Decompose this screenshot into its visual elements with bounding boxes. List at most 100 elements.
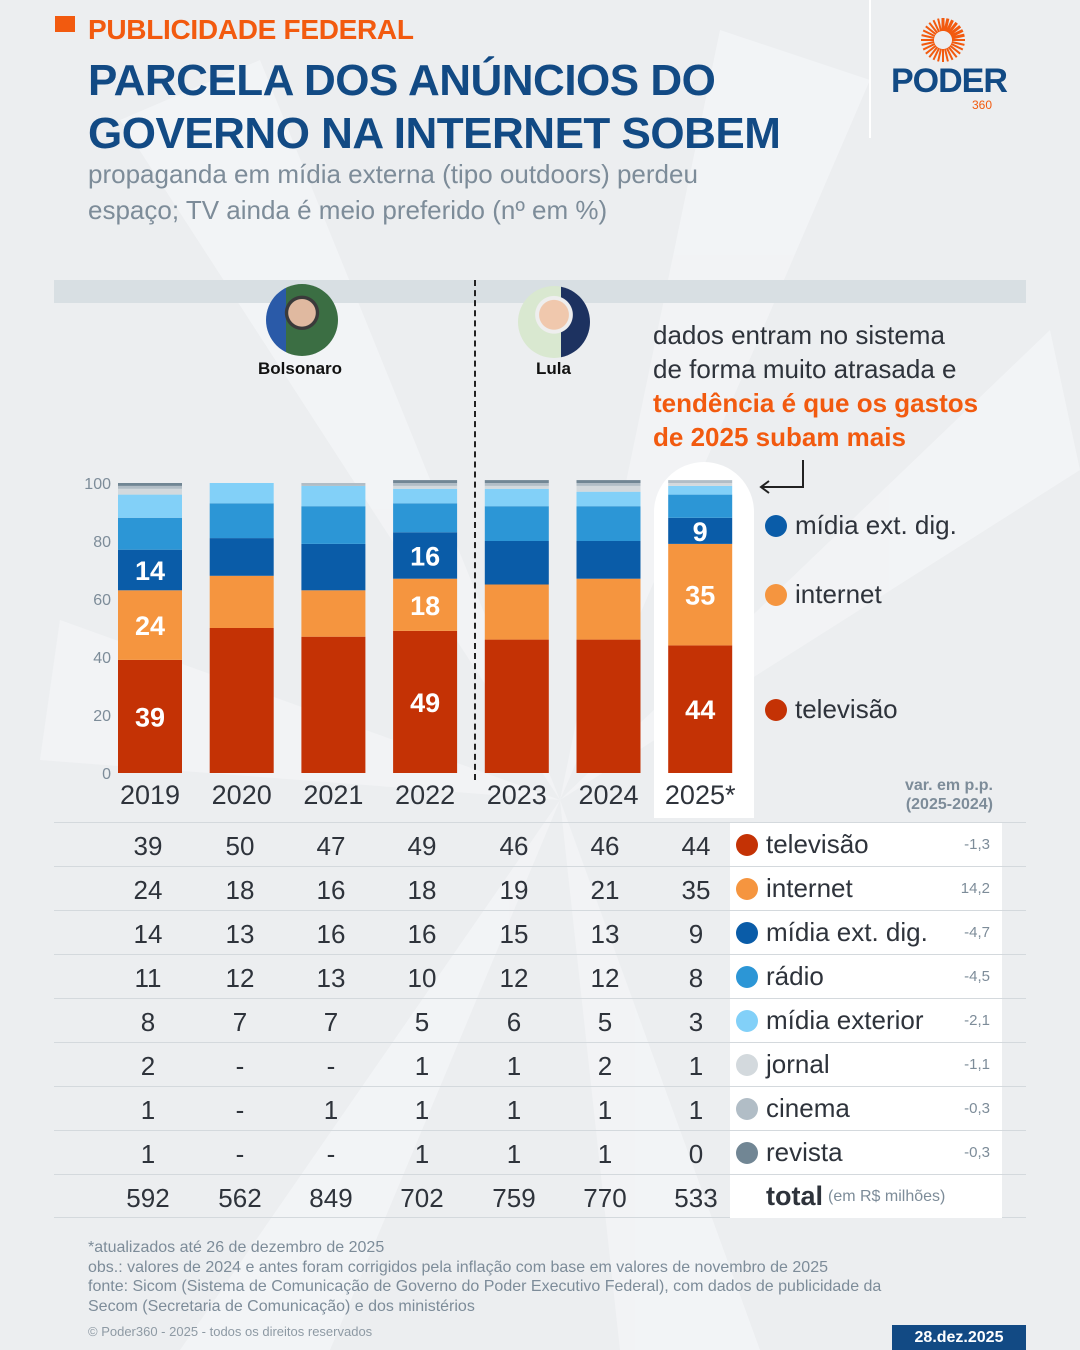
row-label-cell: rádio -4,5 bbox=[730, 955, 1002, 998]
footnote-obs: obs.: valores de 2024 e antes foram corr… bbox=[88, 1258, 828, 1276]
row-label-cell: internet 14,2 bbox=[730, 867, 1002, 910]
table-cell: 1 bbox=[597, 1095, 613, 1125]
row-variation: 14,2 bbox=[960, 880, 990, 897]
table-cell: 10 bbox=[407, 963, 437, 993]
y-tick-label: 20 bbox=[93, 708, 111, 725]
bar-segment-internet bbox=[301, 590, 366, 637]
table-cell: 46 bbox=[590, 831, 620, 861]
row-variation: -1,1 bbox=[964, 1056, 990, 1073]
table-cell: 12 bbox=[499, 963, 529, 993]
bar-segment-revista bbox=[393, 480, 458, 483]
row-label-cell: mídia exterior -2,1 bbox=[730, 999, 1002, 1042]
era-divider bbox=[474, 280, 476, 780]
logo-ray bbox=[922, 43, 936, 51]
table-cell: 3 bbox=[688, 1007, 704, 1037]
logo-number: 360 bbox=[972, 98, 993, 112]
row-label: internet bbox=[766, 873, 853, 903]
legend-dot bbox=[736, 877, 758, 900]
row-label: cinema bbox=[766, 1093, 850, 1123]
legend-item-midia-ext-dig: mídia ext. dig. bbox=[765, 510, 957, 541]
table-cell: 12 bbox=[590, 963, 620, 993]
kicker-marker bbox=[55, 16, 75, 32]
total-cell: 592 bbox=[126, 1183, 170, 1213]
logo-ray bbox=[943, 18, 950, 32]
bar-segment-m-dia-ext-dig- bbox=[393, 532, 458, 579]
total-label: total bbox=[766, 1181, 823, 1211]
bar-segment-cinema bbox=[484, 483, 549, 486]
row-variation: -4,7 bbox=[964, 924, 990, 941]
logo-ray bbox=[946, 47, 954, 61]
bar-segment-m-dia-exterior bbox=[576, 491, 641, 507]
table-cell: 1 bbox=[506, 1051, 522, 1081]
president-name-bolsonaro: Bolsonaro bbox=[258, 359, 343, 378]
total-cell: 759 bbox=[492, 1183, 536, 1213]
bar-segment-r-dio bbox=[393, 503, 458, 533]
y-tick-label: 0 bbox=[102, 766, 111, 783]
table-cell: 44 bbox=[681, 831, 711, 861]
bar-segment-m-dia-ext-dig- bbox=[484, 541, 549, 585]
logo-ray bbox=[925, 44, 937, 55]
table-cell: 5 bbox=[597, 1007, 613, 1037]
bar-segment-internet bbox=[393, 578, 458, 631]
table-cell: 21 bbox=[590, 875, 620, 905]
legend-label: televisão bbox=[795, 694, 898, 724]
table-cell: 1 bbox=[688, 1051, 704, 1081]
variation-header: var. em p.p. (2025-2024) bbox=[852, 776, 993, 814]
row-label-cell: revista -0,3 bbox=[730, 1131, 1002, 1174]
total-unit: (em R$ milhões) bbox=[828, 1187, 946, 1205]
bar-segment-m-dia-ext-dig- bbox=[576, 541, 641, 579]
bar-segment-m-dia-exterior bbox=[668, 485, 733, 495]
logo-wordmark: PODER bbox=[891, 62, 1008, 100]
table-row-total: 592 562 849 702 759 770 533 total (em R$ milhões… bbox=[54, 1174, 1026, 1218]
bar-segment-televis-o bbox=[301, 636, 366, 773]
x-tick-label: 2024 bbox=[578, 780, 638, 810]
legend-dot bbox=[736, 1053, 758, 1076]
legend-dot bbox=[736, 1141, 758, 1164]
legend-dot bbox=[736, 921, 758, 944]
x-tick-label: 2025* bbox=[665, 780, 736, 810]
annotation-line-4: de 2025 subam mais bbox=[653, 422, 906, 452]
row-label: mídia ext. dig. bbox=[766, 917, 928, 947]
table-cell: 5 bbox=[414, 1007, 430, 1037]
bar-segment-r-dio bbox=[668, 494, 733, 518]
logo-ray bbox=[937, 18, 942, 32]
sun-rays-icon bbox=[921, 18, 965, 62]
arrow-left-icon bbox=[759, 460, 804, 494]
table-cell: - bbox=[235, 1051, 245, 1081]
x-tick-label: 2023 bbox=[487, 780, 547, 810]
legend-item-televisao: televisão bbox=[765, 694, 898, 725]
bolsonaro-avatar bbox=[266, 284, 338, 356]
row-label: rádio bbox=[766, 961, 824, 991]
copyright: © Poder360 - 2025 - todos os direitos re… bbox=[88, 1324, 373, 1339]
table-cell: 7 bbox=[323, 1007, 339, 1037]
table-cell: 1 bbox=[140, 1139, 156, 1169]
row-variation: -2,1 bbox=[964, 1012, 990, 1029]
row-variation: -4,5 bbox=[964, 968, 990, 985]
table-cell: - bbox=[235, 1095, 245, 1125]
footnotes: *atualizados até 26 de dezembro de 2025 … bbox=[88, 1238, 881, 1316]
data-label: 18 bbox=[410, 591, 440, 621]
table-cell: 1 bbox=[414, 1139, 430, 1169]
table-cell: 14 bbox=[133, 919, 163, 949]
table-cell: 15 bbox=[499, 919, 529, 949]
bar-segment-cinema bbox=[668, 480, 733, 483]
bar-segment-televis-o bbox=[118, 659, 182, 773]
logo-ray bbox=[921, 34, 935, 39]
row-label-cell: cinema -0,3 bbox=[730, 1087, 1002, 1130]
table-cell: 8 bbox=[140, 1007, 156, 1037]
row-label-cell: televisão -1,3 bbox=[730, 823, 1002, 866]
table-row: 24 18 16 18 19 21 35 internet 14,2 bbox=[54, 866, 1026, 910]
table-cell: 1 bbox=[140, 1095, 156, 1125]
logo-ray bbox=[925, 25, 937, 36]
bar-segment-m-dia-exterior bbox=[393, 488, 458, 504]
annotation: dados entram no sistema de forma muito a… bbox=[653, 318, 978, 454]
logo-ray bbox=[921, 41, 935, 46]
table-row: 39 50 47 49 46 46 44 televisão -1,3 bbox=[54, 822, 1026, 866]
table-cell: 16 bbox=[316, 919, 346, 949]
stacked-bar-chart: 0 20 40 60 80 100 39 24 14 2019 2020 2021 49 18 16 2022… bbox=[84, 476, 736, 810]
data-table: 39 50 47 49 46 46 44 televisão -1,3 24 18 16 18 19 21 3… bbox=[54, 822, 1026, 1218]
bar-segment-cinema bbox=[118, 485, 182, 489]
subtitle-line-2: espaço; TV ainda é meio preferido (nº em… bbox=[88, 195, 608, 225]
table-cell: 18 bbox=[225, 875, 255, 905]
logo-ray bbox=[928, 46, 939, 58]
